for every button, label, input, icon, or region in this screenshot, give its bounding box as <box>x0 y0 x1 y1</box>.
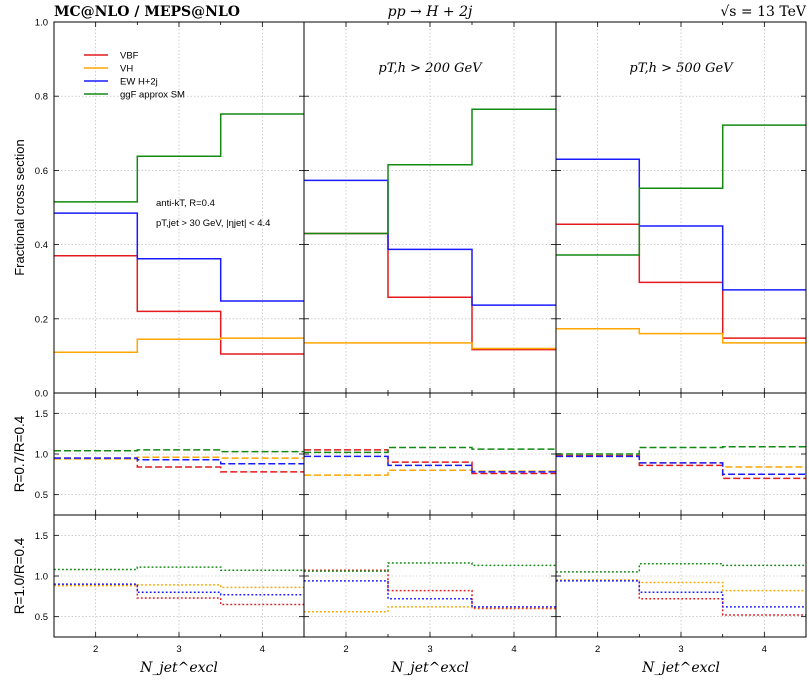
frame-layer <box>53 21 807 638</box>
series-line-vbf <box>304 569 556 610</box>
series-line-vh <box>556 579 806 592</box>
x-tick-label: 2 <box>595 644 600 655</box>
y-tick-label: 0.6 <box>35 166 48 177</box>
series-line-ew-h-2j <box>304 580 556 608</box>
x-axis-label: N_jet^excl <box>390 660 469 676</box>
series-line-ew-h-2j <box>54 457 304 465</box>
y-axis-label: R=0.7/R=0.4 <box>12 415 27 492</box>
y-axis-label: R=1.0/R=0.4 <box>12 537 27 614</box>
legend-entry: EW H+2j <box>120 77 158 88</box>
y-tick-label: 0.5 <box>35 612 48 623</box>
y-tick-label: 0.0 <box>35 389 48 400</box>
x-tick-label: 2 <box>343 644 348 655</box>
y-tick-label: 0.5 <box>35 490 48 501</box>
x-tick-label: 4 <box>511 644 516 655</box>
series-line-ggf-approx-sm <box>556 124 806 256</box>
series-line-vbf <box>556 223 806 339</box>
series-line-ggf-approx-sm <box>54 449 304 453</box>
y-tick-label: 1.0 <box>35 572 48 583</box>
series-line-ggf-approx-sm <box>54 113 304 203</box>
series-line-vh <box>54 456 304 460</box>
x-tick-label: 4 <box>762 644 767 655</box>
annotation-text: anti-kT, R=0.4 <box>156 198 215 209</box>
series-line-ew-h-2j <box>556 158 806 291</box>
series-line-ggf-approx-sm <box>304 446 556 454</box>
series-line-vh <box>304 342 556 350</box>
cut-label: pT,h > 500 GeV <box>629 61 734 76</box>
series-line-vbf <box>54 254 304 355</box>
series-line-vh <box>54 337 304 353</box>
series-line-ew-h-2j <box>556 455 806 476</box>
y-tick-label: 1.5 <box>35 409 48 420</box>
y-tick-label: 0.8 <box>35 92 48 103</box>
header-center-title: pp → H + 2j <box>388 4 473 20</box>
y-tick-label: 1.0 <box>35 450 48 461</box>
x-axis-label: N_jet^excl <box>641 660 720 676</box>
y-tick-label: 0.4 <box>35 240 48 251</box>
legend-entry: ggF approx SM <box>120 90 185 101</box>
legend-entry: VH <box>120 64 133 75</box>
series-line-vh <box>556 328 806 344</box>
series-layer <box>54 108 806 616</box>
series-line-vh <box>54 584 304 589</box>
series-line-ggf-approx-sm <box>54 566 304 572</box>
legend-entry: VBF <box>120 51 139 62</box>
series-line-ew-h-2j <box>54 212 304 302</box>
cut-label: pT,h > 200 GeV <box>378 61 483 76</box>
series-line-vh <box>304 469 556 476</box>
series-line-vbf <box>54 457 304 473</box>
y-tick-label: 1.0 <box>35 18 48 29</box>
x-tick-label: 2 <box>93 644 98 655</box>
series-line-ew-h-2j <box>556 580 806 608</box>
x-axis-label: N_jet^excl <box>139 660 218 676</box>
x-tick-label: 3 <box>678 644 683 655</box>
x-tick-label: 3 <box>427 644 432 655</box>
annotation-text: pT,jet > 30 GeV, |ηjet| < 4.4 <box>156 218 270 229</box>
header-right-title: √s = 13 TeV <box>720 4 807 20</box>
y-axis-label: Fractional cross section <box>12 139 27 276</box>
header-left-title: MC@NLO / MEPS@NLO <box>54 4 240 20</box>
series-line-vbf <box>54 584 304 606</box>
series-line-ggf-approx-sm <box>304 108 556 235</box>
series-line-ew-h-2j <box>304 179 556 306</box>
y-tick-label: 0.2 <box>35 314 48 325</box>
series-line-vbf <box>556 454 806 480</box>
grid-layer <box>54 22 806 637</box>
series-line-ggf-approx-sm <box>304 562 556 572</box>
text-layer: 0.0 0.2 0.4 0.6 0.8 1.0 Fractional cross secti… <box>12 18 767 677</box>
series-line-ew-h-2j <box>54 583 304 596</box>
x-tick-label: 4 <box>260 644 265 655</box>
y-tick-label: 1.5 <box>35 531 48 542</box>
series-line-vbf <box>304 449 556 475</box>
x-tick-label: 3 <box>176 644 181 655</box>
series-line-ggf-approx-sm <box>556 563 806 573</box>
series-line-ew-h-2j <box>304 455 556 473</box>
series-line-ggf-approx-sm <box>556 445 806 455</box>
